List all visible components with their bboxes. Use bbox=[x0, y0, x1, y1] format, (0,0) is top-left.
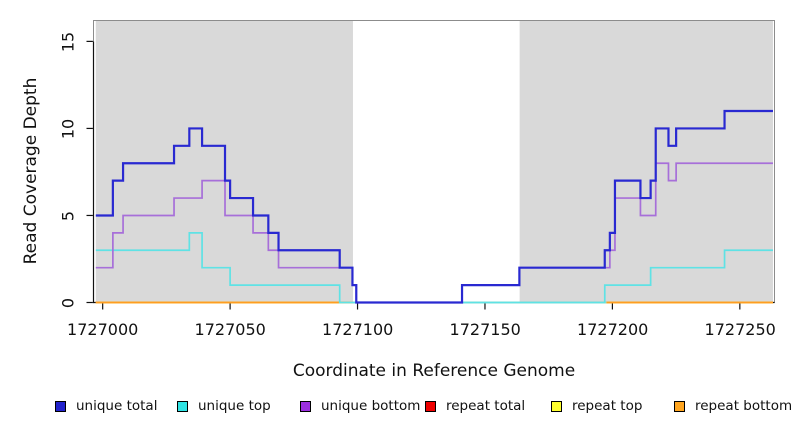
y-tick-label-15: 15 bbox=[58, 31, 78, 52]
legend-item-repeat-bottom: repeat bottom bbox=[674, 398, 792, 414]
y-axis-title: Read Coverage Depth bbox=[21, 77, 41, 265]
legend-label: unique bottom bbox=[321, 398, 421, 414]
legend-label: unique top bbox=[198, 398, 271, 414]
axis-tick-marks bbox=[86, 40, 741, 310]
x-tick-label-1727100: 1727100 bbox=[322, 320, 394, 339]
unique-total-swatch-icon bbox=[55, 400, 66, 412]
legend-label: repeat bottom bbox=[695, 398, 792, 414]
x-tick-label-1727250: 1727250 bbox=[704, 320, 776, 339]
x-tick-label-1727050: 1727050 bbox=[194, 320, 266, 339]
y-tick-label-10: 10 bbox=[58, 118, 78, 139]
legend-item-unique-top: unique top bbox=[177, 398, 271, 414]
y-tick-label-5: 5 bbox=[58, 210, 78, 221]
coverage-series-lines bbox=[95, 109, 773, 304]
x-tick-label-1727200: 1727200 bbox=[577, 320, 649, 339]
repeat-bottom-swatch-icon bbox=[674, 400, 685, 412]
legend-item-unique-bottom: unique bottom bbox=[300, 398, 420, 414]
legend-item-repeat-top: repeat top bbox=[551, 398, 642, 414]
x-tick-label-1727150: 1727150 bbox=[449, 320, 521, 339]
unique-top-swatch-icon bbox=[177, 400, 188, 412]
x-tick-label-1727000: 1727000 bbox=[67, 320, 139, 339]
x-axis-title: Coordinate in Reference Genome bbox=[292, 361, 576, 381]
legend-label: unique total bbox=[76, 398, 158, 414]
repeat-total-swatch-icon bbox=[425, 400, 436, 412]
legend-item-unique-total: unique total bbox=[55, 398, 157, 414]
y-tick-label-0: 0 bbox=[58, 297, 78, 308]
legend-label: repeat top bbox=[572, 398, 643, 414]
repeat-region-bands bbox=[95, 21, 773, 302]
legend-label: repeat total bbox=[446, 398, 526, 414]
repeat-top-swatch-icon bbox=[551, 400, 562, 412]
unique-bottom-swatch-icon bbox=[300, 400, 311, 412]
legend-item-repeat-total: repeat total bbox=[425, 398, 525, 414]
